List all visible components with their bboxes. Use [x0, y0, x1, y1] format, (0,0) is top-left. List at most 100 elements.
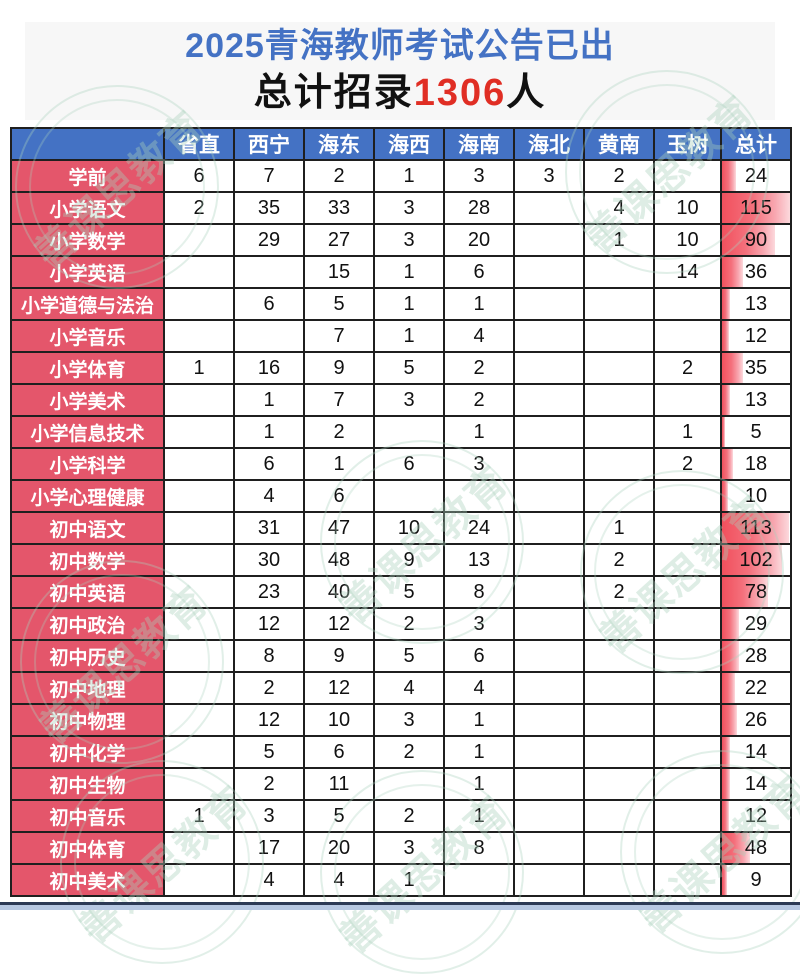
value-cell: 3: [373, 703, 445, 737]
value-cell: [513, 223, 585, 257]
value-cell: 2: [373, 735, 445, 769]
total-value: 29: [744, 612, 768, 635]
total-data-bar: [723, 770, 731, 798]
total-cell: 90: [720, 223, 792, 257]
value-cell: [513, 415, 585, 449]
value-cell: [163, 607, 235, 641]
value-cell: [653, 575, 722, 609]
total-data-bar: [723, 802, 730, 830]
row-label: 小学心理健康: [10, 479, 165, 513]
value-cell: [513, 351, 585, 385]
value-cell: [583, 767, 655, 801]
value-cell: 1: [443, 287, 515, 321]
total-cell: 48: [720, 831, 792, 865]
value-cell: [653, 511, 722, 545]
total-value: 5: [750, 420, 762, 443]
value-cell: [163, 831, 235, 865]
total-cell: 26: [720, 703, 792, 737]
value-cell: [583, 639, 655, 673]
value-cell: [653, 831, 722, 865]
value-cell: 2: [373, 607, 445, 641]
row-label: 小学语文: [10, 191, 165, 225]
value-cell: [163, 287, 235, 321]
value-cell: 10: [653, 191, 722, 225]
value-cell: 6: [373, 447, 445, 481]
recruitment-table: 省直 西宁 海东 海西 海南 海北 黄南 玉树 总计 学前 6 7 2 1 3 3 2 24 小学语文 2 35 33 3…: [10, 127, 792, 897]
page-title: 2025青海教师考试公告已出: [185, 27, 615, 65]
row-label: 初中英语: [10, 575, 165, 609]
value-cell: 13: [443, 543, 515, 577]
table-row: 初中生物 2 11 1 14: [10, 767, 792, 801]
table-row: 小学心理健康 4 6 10: [10, 479, 792, 513]
value-cell: 2: [303, 159, 375, 193]
value-cell: 12: [233, 607, 305, 641]
value-cell: [513, 255, 585, 289]
total-value: 78: [744, 580, 768, 603]
total-cell: 115: [720, 191, 792, 225]
row-label: 小学体育: [10, 351, 165, 385]
table-row: 小学数学 29 27 3 20 1 10 90: [10, 223, 792, 257]
value-cell: 24: [443, 511, 515, 545]
value-cell: [163, 223, 235, 257]
total-value: 13: [744, 292, 768, 315]
table-row: 初中历史 8 9 5 6 28: [10, 639, 792, 673]
total-cell: 18: [720, 447, 792, 481]
value-cell: 12: [303, 671, 375, 705]
value-cell: [163, 863, 235, 897]
value-cell: 7: [233, 159, 305, 193]
value-cell: 14: [653, 255, 722, 289]
value-cell: [163, 511, 235, 545]
value-cell: 1: [303, 447, 375, 481]
total-cell: 113: [720, 511, 792, 545]
value-cell: 23: [233, 575, 305, 609]
value-cell: 1: [583, 511, 655, 545]
total-data-bar: [723, 258, 744, 286]
total-data-bar: [723, 290, 730, 318]
total-data-bar: [723, 162, 737, 190]
value-cell: 9: [303, 639, 375, 673]
value-cell: [653, 287, 722, 321]
value-cell: 28: [443, 191, 515, 225]
value-cell: [653, 383, 722, 417]
value-cell: 1: [373, 319, 445, 353]
bottom-divider: [0, 902, 800, 910]
table-row: 初中物理 12 10 3 1 26: [10, 703, 792, 737]
total-value: 18: [744, 452, 768, 475]
value-cell: [513, 543, 585, 577]
value-cell: [513, 511, 585, 545]
value-cell: 16: [233, 351, 305, 385]
value-cell: 1: [583, 223, 655, 257]
column-header: 海东: [303, 127, 375, 161]
value-cell: [163, 255, 235, 289]
value-cell: 3: [373, 831, 445, 865]
value-cell: 29: [233, 223, 305, 257]
value-cell: 12: [233, 703, 305, 737]
value-cell: 3: [443, 607, 515, 641]
value-cell: 20: [303, 831, 375, 865]
value-cell: [513, 735, 585, 769]
value-cell: 1: [653, 415, 722, 449]
value-cell: 3: [233, 799, 305, 833]
value-cell: [583, 831, 655, 865]
total-data-bar: [723, 514, 789, 542]
total-value: 28: [744, 644, 768, 667]
value-cell: 1: [163, 799, 235, 833]
value-cell: 10: [303, 703, 375, 737]
value-cell: 30: [233, 543, 305, 577]
value-cell: [583, 415, 655, 449]
total-data-bar: [723, 834, 751, 862]
total-cell: 9: [720, 863, 792, 897]
total-cell: 12: [720, 319, 792, 353]
row-label: 初中音乐: [10, 799, 165, 833]
total-cell: 13: [720, 383, 792, 417]
value-cell: [513, 191, 585, 225]
value-cell: [163, 575, 235, 609]
column-header: 海西: [373, 127, 445, 161]
value-cell: 1: [443, 415, 515, 449]
value-cell: 4: [443, 671, 515, 705]
value-cell: [583, 447, 655, 481]
value-cell: [513, 287, 585, 321]
total-cell: 29: [720, 607, 792, 641]
value-cell: [513, 799, 585, 833]
value-cell: [163, 479, 235, 513]
